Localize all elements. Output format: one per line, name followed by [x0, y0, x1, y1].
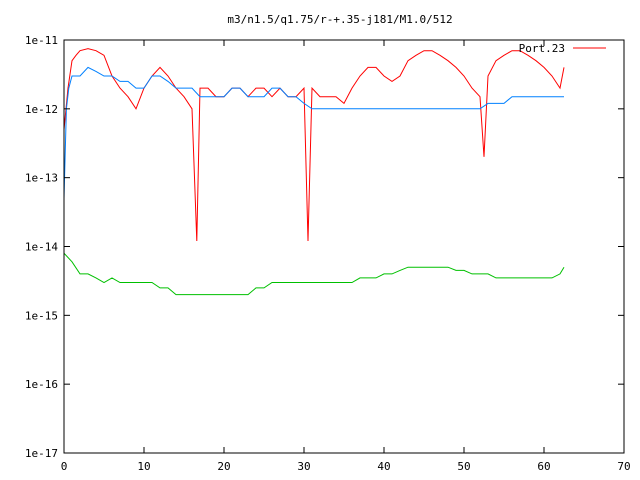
- x-tick-label: 70: [617, 460, 630, 473]
- series-line-2: [63, 66, 564, 199]
- x-tick-label: 40: [377, 460, 390, 473]
- chart-title: m3/n1.5/q1.75/r-+.35-j181/M1.0/512: [227, 13, 452, 26]
- y-tick-label: 1e-12: [25, 103, 58, 116]
- legend-label: Port.23: [519, 42, 565, 55]
- x-tick-label: 60: [537, 460, 550, 473]
- x-tick-label: 50: [457, 460, 470, 473]
- y-tick-label: 1e-17: [25, 447, 58, 460]
- x-tick-label: 20: [217, 460, 230, 473]
- x-tick-label: 0: [61, 460, 68, 473]
- y-tick-label: 1e-13: [25, 172, 58, 185]
- x-tick-label: 30: [297, 460, 310, 473]
- series-line-1: [63, 48, 565, 242]
- series-line-3: [63, 252, 565, 296]
- legend: Port.23: [519, 42, 606, 55]
- x-tick-label: 10: [137, 460, 150, 473]
- y-tick-label: 1e-16: [25, 378, 58, 391]
- y-tick-label: 1e-11: [25, 34, 58, 47]
- series-layer: [63, 48, 565, 296]
- ticks-layer: 0 10 20 30 40 50 60 70 1e-17 1e-16 1e-15 1e-14 1e-13…: [25, 34, 631, 473]
- y-tick-label: 1e-14: [25, 241, 58, 254]
- y-tick-label: 1e-15: [25, 309, 58, 322]
